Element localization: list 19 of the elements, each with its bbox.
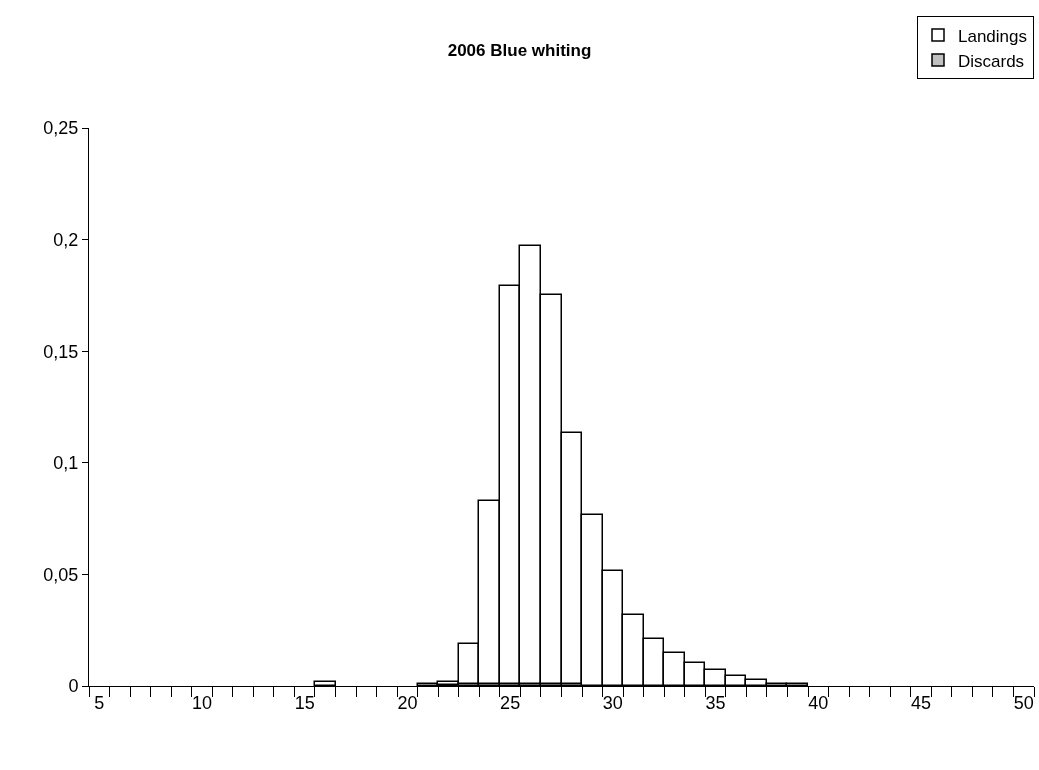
x-tick-label: 20 bbox=[397, 692, 418, 713]
x-tick-label: 15 bbox=[294, 692, 315, 713]
x-tick-label: 40 bbox=[808, 692, 829, 713]
y-tick-label: 0,25 bbox=[43, 118, 79, 139]
legend-label: Discards bbox=[958, 51, 1025, 71]
chart-title: 2006 Blue whiting bbox=[447, 41, 592, 60]
y-tick-label: 0,1 bbox=[53, 453, 79, 474]
x-tick-label: 5 bbox=[94, 692, 105, 713]
y-tick-label: 0,05 bbox=[43, 564, 79, 585]
y-tick-label: 0 bbox=[68, 676, 79, 697]
y-tick-label: 0,15 bbox=[43, 341, 79, 362]
x-tick-label: 10 bbox=[191, 692, 213, 713]
x-tick-label: 35 bbox=[705, 692, 726, 713]
x-tick-label: 30 bbox=[602, 692, 623, 713]
legend-label: Landings bbox=[958, 26, 1028, 46]
x-tick-label: 45 bbox=[910, 692, 932, 713]
x-tick-label: 25 bbox=[500, 692, 521, 713]
y-tick-label: 0,2 bbox=[53, 229, 79, 250]
x-tick-label: 50 bbox=[1013, 692, 1034, 713]
